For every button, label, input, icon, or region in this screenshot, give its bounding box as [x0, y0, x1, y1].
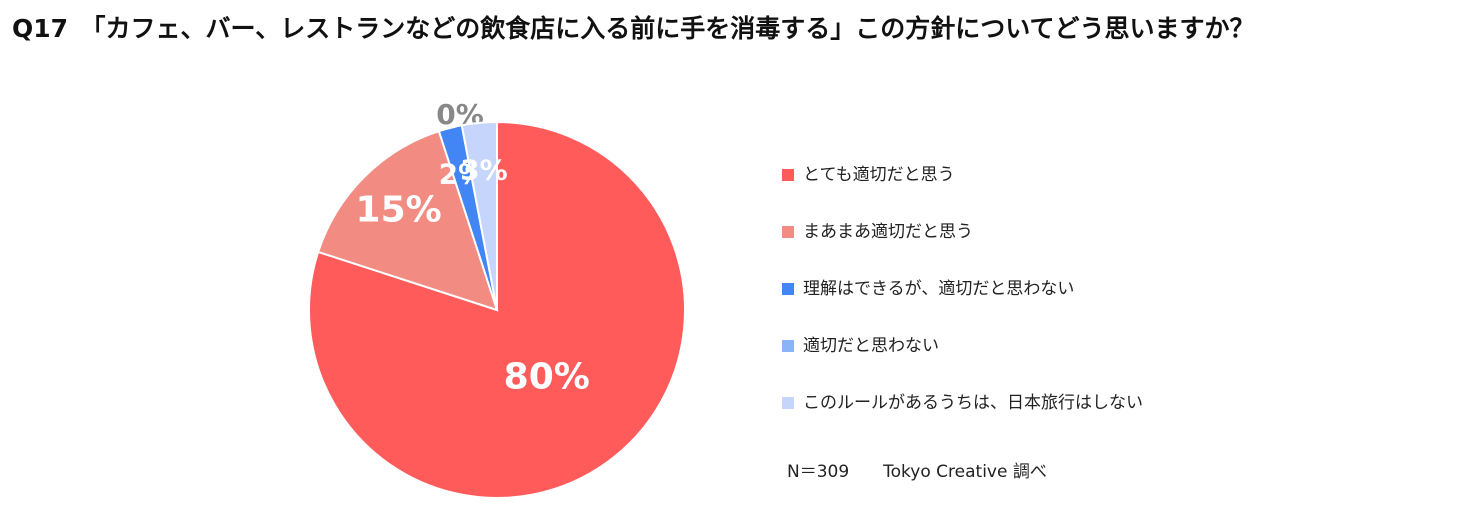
pie-slice: [460, 120, 498, 311]
legend-swatch: [782, 397, 794, 409]
legend-swatch: [782, 340, 794, 352]
slice-label: 3%: [460, 153, 508, 186]
legend-swatch: [782, 169, 794, 181]
legend-label: とても適切だと思う: [803, 165, 955, 185]
slice-label: 15%: [356, 190, 442, 231]
note: N＝309 Tokyo Creative 調べ: [787, 462, 1047, 482]
legend-label: まあまあ適切だと思う: [803, 222, 973, 242]
legend-swatch: [782, 226, 794, 238]
legend-label: 適切だと思わない: [803, 336, 939, 356]
legend-label: 理解はできるが、適切だと思わない: [803, 279, 1074, 299]
chart-title: Q17 「カフェ、バー、レストランなどの飲食店に入る前に手を消毒する」この方針に…: [12, 14, 1255, 43]
legend-label: このルールがあるうちは、日本旅行はしない: [803, 393, 1143, 413]
pie-slice: [316, 129, 499, 312]
slice-label: 80%: [504, 356, 590, 397]
legend-swatch: [782, 283, 794, 295]
